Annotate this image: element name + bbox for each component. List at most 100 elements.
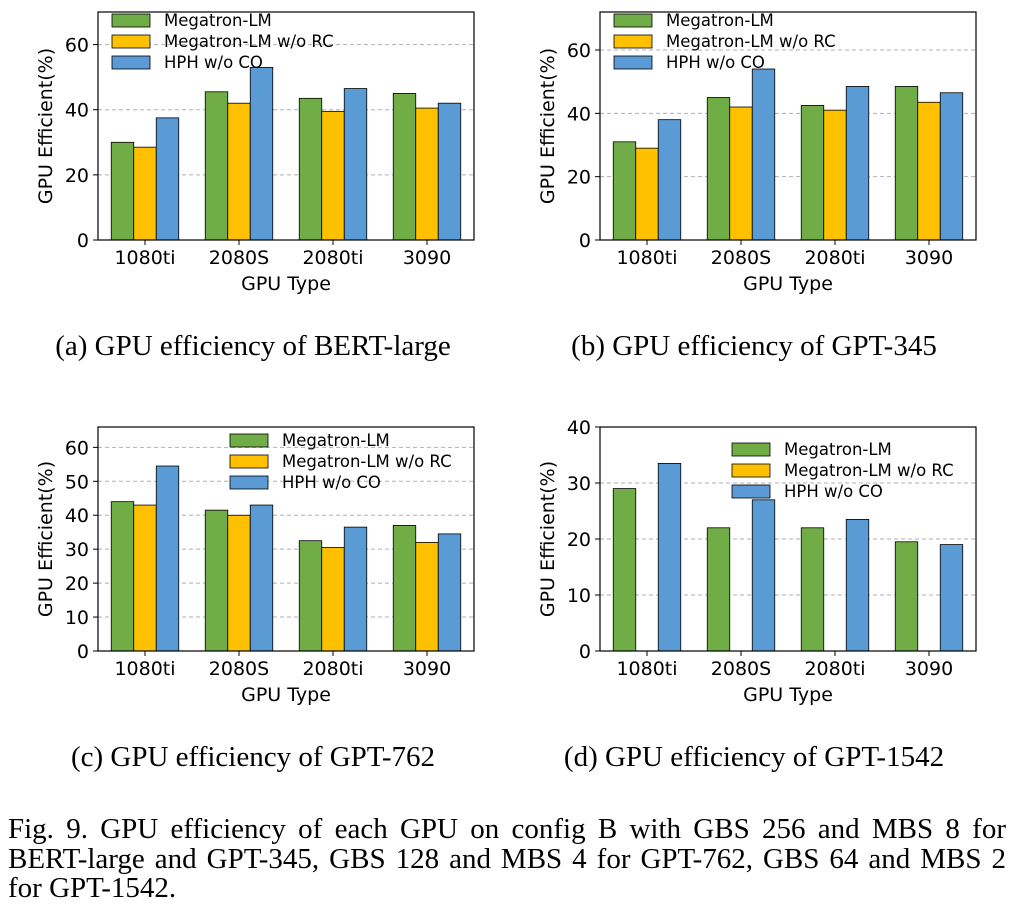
y-tick-label: 20 [567,167,591,189]
legend-label: HPH w/o CO [282,473,381,492]
bar-hph-w-o-co [657,462,682,652]
y-axis-label: GPU Efficient(%) [537,48,559,204]
y-tick-label: 60 [65,35,89,57]
y-tick-label: 10 [65,607,89,629]
bar-megatron-lm-w-o-rc [133,146,157,241]
legend-label: Megatron-LM [784,440,892,459]
x-tick-label: 1080ti [616,658,677,680]
x-tick-label: 1080ti [114,658,175,680]
x-tick-label: 2080S [209,247,269,269]
plot-frame [599,11,977,241]
bar-hph-w-o-co [751,499,776,652]
bar-hph-w-o-co [657,119,682,241]
y-tick-label: 0 [77,230,89,252]
y-tick-label: 20 [567,529,591,551]
legend-label: Megatron-LM w/o RC [282,452,452,471]
legend-swatch [111,55,151,70]
y-tick-label: 10 [567,585,591,607]
y-tick-label: 20 [65,165,89,187]
x-tick-label: 2080ti [804,247,865,269]
chart-panel-2: 0 10 20 30 40 50 60 1080ti 2080S 2080ti 3090 GPU Ty… [35,426,475,706]
legend-label: HPH w/o CO [666,53,765,72]
y-tick-label: 0 [579,641,591,663]
bar-hph-w-o-co [155,117,180,241]
bar-hph-w-o-co [845,86,870,241]
legend-swatch [613,34,653,49]
bar-megatron-lm-w-o-rc [415,541,439,652]
x-tick-label: 2080S [711,658,771,680]
bar-hph-w-o-co [155,465,180,652]
x-axis-label: GPU Type [241,684,331,706]
bar-megatron-lm-w-o-rc [917,101,941,241]
x-tick-label: 2080ti [302,247,363,269]
legend-swatch [731,442,771,457]
plot-frame [97,426,475,652]
x-tick-label: 3090 [403,658,451,680]
bar-megatron-lm [204,509,229,652]
bar-megatron-lm-w-o-rc [227,102,251,241]
legend-swatch [731,484,771,499]
legend: Megatron-LM Megatron-LM w/o RC HPH w/o CO [229,431,452,492]
figure-caption: Fig. 9. GPU efficiency of each GPU on co… [8,813,1006,904]
bar-megatron-lm-w-o-rc [635,147,659,241]
x-tick-label: 2080ti [804,658,865,680]
bar-megatron-lm [204,91,229,241]
legend-swatch [229,475,269,490]
legend-label: Megatron-LM w/o RC [164,32,334,51]
bar-megatron-lm [392,93,417,241]
x-tick-label: 1080ti [616,247,677,269]
bar-hph-w-o-co [751,68,776,241]
chart-panel-1: 0 20 40 60 1080ti 2080S 2080ti 3090 GPU Type GPU … [537,11,977,295]
legend: Megatron-LM Megatron-LM w/o RC HPH w/o CO [111,11,334,72]
bar-hph-w-o-co [249,66,274,241]
y-tick-label: 60 [65,437,89,459]
bar-megatron-lm [612,141,637,241]
bar-megatron-lm-w-o-rc [227,514,251,652]
chart-panel-0: 0 20 40 60 1080ti 2080S 2080ti 3090 GPU Type GPU … [35,11,475,295]
bar-megatron-lm [800,527,825,652]
y-tick-label: 30 [567,473,591,495]
legend-label: Megatron-LM [282,431,390,450]
legend-swatch [731,463,771,478]
x-tick-label: 2080S [209,658,269,680]
legend-swatch [229,433,269,448]
bar-hph-w-o-co [437,533,462,652]
bar-megatron-lm [298,97,323,241]
y-tick-label: 50 [65,471,89,493]
legend-swatch [229,454,269,469]
x-tick-label: 2080S [711,247,771,269]
bar-hph-w-o-co [939,544,964,652]
y-tick-label: 40 [567,103,591,125]
bar-megatron-lm-w-o-rc [823,109,847,241]
bar-megatron-lm [894,541,919,652]
y-axis-label: GPU Efficient(%) [537,461,559,617]
legend-label: HPH w/o CO [784,482,883,501]
charts-canvas: 0 20 40 60 1080ti 2080S 2080ti 3090 GPU Type GPU … [35,11,977,706]
chart-panel-3: 0 10 20 30 40 1080ti 2080S 2080ti 3090 GPU Type GP… [537,417,977,706]
bar-megatron-lm [894,86,919,241]
plot-frame [97,11,475,241]
bar-megatron-lm-w-o-rc [133,504,157,652]
panel-caption-c: (c) GPU efficiency of GPT-762 [70,741,436,773]
bar-megatron-lm-w-o-rc [729,106,753,241]
y-tick-label: 20 [65,573,89,595]
legend-label: HPH w/o CO [164,53,263,72]
legend-label: Megatron-LM [666,11,774,30]
bar-megatron-lm-w-o-rc [321,547,345,652]
legend: Megatron-LM Megatron-LM w/o RC HPH w/o CO [731,440,954,501]
bar-megatron-lm [110,141,135,241]
bar-hph-w-o-co [343,88,368,241]
y-tick-label: 0 [77,641,89,663]
panel-caption-a: (a) GPU efficiency of BERT-large [55,330,451,362]
legend-swatch [111,13,151,28]
bar-megatron-lm [392,525,417,652]
bar-megatron-lm [298,540,323,652]
panel-caption-b: (b) GPU efficiency of GPT-345 [571,330,937,362]
bar-hph-w-o-co [845,519,870,652]
legend-label: Megatron-LM [164,11,272,30]
bar-megatron-lm [612,488,637,652]
y-axis-label: GPU Efficient(%) [35,461,57,617]
legend-swatch [613,13,653,28]
panel-caption-d: (d) GPU efficiency of GPT-1542 [563,741,945,773]
bar-megatron-lm [800,105,825,241]
